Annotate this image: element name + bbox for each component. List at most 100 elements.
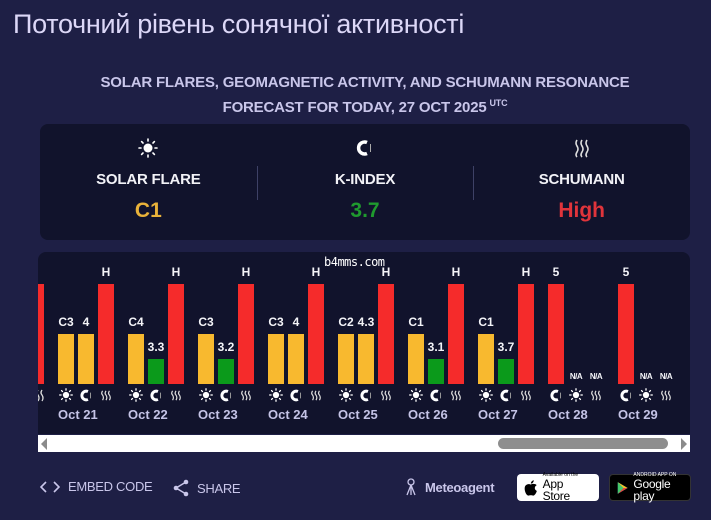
summary-label: SCHUMANN <box>538 171 625 188</box>
day-date-label: Oct 21 <box>58 407 98 422</box>
chart-bar-schumann[interactable] <box>448 284 464 384</box>
subtitle-line-2: FORECAST FOR TODAY, 27 OCT 2025 <box>222 99 487 116</box>
chart-bar-flare[interactable] <box>478 334 494 384</box>
chart-bar-kindex[interactable] <box>358 334 374 384</box>
app-store-badge[interactable]: Available on the App Store <box>517 473 599 502</box>
bar-value-label: C2 <box>338 315 354 329</box>
chart-bar-schumann[interactable] <box>378 284 394 384</box>
sun-icon <box>338 388 354 402</box>
embed-code-button[interactable]: EMBED CODE <box>40 479 153 494</box>
day-date-label: Oct 24 <box>268 407 308 422</box>
bar-value-label: N/A <box>639 372 653 381</box>
sun-icon <box>478 388 494 402</box>
chart-bar-kindex[interactable] <box>428 359 444 384</box>
sun-icon <box>568 388 584 402</box>
bar-value-label: N/A <box>589 372 603 381</box>
bar-value-label: N/A <box>659 372 673 381</box>
summary-schumann: SCHUMANN High <box>473 124 690 240</box>
bar-value-label: 3.1 <box>427 340 445 354</box>
subtitle-line-1: SOLAR FLARES, GEOMAGNETIC ACTIVITY, AND … <box>100 74 630 91</box>
bar-value-label: 3.3 <box>147 340 165 354</box>
bar-value-label: 4.3 <box>357 315 375 329</box>
chart-bar-schumann[interactable] <box>308 284 324 384</box>
forecast-chart[interactable]: C3 4 H Oct 21 C4 3.3 H Oct 22 C3 3.2 H Oct 23 C3 4 H Oc… <box>38 252 690 434</box>
chart-bar-schumann[interactable] <box>168 284 184 384</box>
waves-icon <box>658 388 674 402</box>
summary-label: SOLAR FLARE <box>96 171 201 188</box>
waves-icon <box>588 388 604 402</box>
chart-day-group: C2 4.3 H Oct 25 <box>338 252 408 434</box>
chart-bar-kindex[interactable] <box>218 359 234 384</box>
chart-bar-flare[interactable] <box>128 334 144 384</box>
googleplay-big-text: Google play <box>633 477 671 503</box>
bar-value-label: H <box>311 265 321 279</box>
chart-bar-flare[interactable] <box>268 334 284 384</box>
day-date-label: Oct 27 <box>478 407 518 422</box>
google-play-badge[interactable]: ANDROID APP ON Google play <box>609 472 691 503</box>
chart-day-group: C1 3.1 H Oct 26 <box>408 252 478 434</box>
chart-bar-kindex[interactable] <box>618 284 634 384</box>
bar-value-label: 3.2 <box>217 340 235 354</box>
summary-k-index: K-INDEX 3.7 <box>256 124 474 240</box>
summary-value-flare: C1 <box>134 199 162 222</box>
google-play-icon <box>617 481 628 494</box>
waves-icon <box>98 388 114 402</box>
summary-value-kindex: 3.7 <box>350 199 380 222</box>
magnet-icon <box>428 388 444 402</box>
chart-bar-flare[interactable] <box>198 334 214 384</box>
page-title: Поточний рівень сонячної активності <box>13 9 465 39</box>
waves-icon <box>518 388 534 402</box>
sun-icon <box>408 388 424 402</box>
bar-value-label: C3 <box>198 315 214 329</box>
day-date-label: Oct 23 <box>198 407 238 422</box>
scroll-left-arrow-icon[interactable] <box>41 438 47 450</box>
bar-value-label: 3.7 <box>497 340 515 354</box>
share-button[interactable]: SHARE <box>173 479 241 497</box>
chart-bar-flare[interactable] <box>338 334 354 384</box>
bar-value-label: 5 <box>552 265 560 279</box>
horizontal-scrollbar[interactable] <box>38 435 690 452</box>
chart-bar-schumann[interactable] <box>238 284 254 384</box>
sun-icon <box>268 388 284 402</box>
magnet-icon <box>218 388 234 402</box>
day-date-label: Oct 25 <box>338 407 378 422</box>
waves-icon <box>238 388 254 402</box>
chart-bar-flare[interactable] <box>58 334 74 384</box>
apple-icon <box>524 479 537 496</box>
chart-bar-kindex[interactable] <box>498 359 514 384</box>
sun-icon <box>638 388 654 402</box>
chart-day-group: 5 N/A N/A Oct 28 <box>548 252 618 434</box>
chart-bar-flare[interactable] <box>408 334 424 384</box>
bar-value-label: H <box>171 265 181 279</box>
share-label: SHARE <box>197 480 241 496</box>
scrollbar-thumb[interactable] <box>498 438 668 449</box>
meteoagent-link[interactable]: Meteoagent <box>405 478 495 496</box>
chart-bar-kindex[interactable] <box>288 334 304 384</box>
waves-icon <box>448 388 464 402</box>
googleplay-small-text: ANDROID APP ON <box>633 472 677 478</box>
sun-icon <box>198 388 214 402</box>
chart-day-group: 5 N/A N/A Oct 29 <box>618 252 688 434</box>
chart-bar-schumann[interactable] <box>98 284 114 384</box>
sun-icon <box>128 388 144 402</box>
magnet-icon <box>148 388 164 402</box>
chart-bar-kindex[interactable] <box>148 359 164 384</box>
chart-day-group: C3 4 H Oct 24 <box>268 252 338 434</box>
scroll-right-arrow-icon[interactable] <box>681 438 687 450</box>
subtitle: SOLAR FLARES, GEOMAGNETIC ACTIVITY, AND … <box>40 73 690 118</box>
bar-value-label: H <box>38 265 43 279</box>
bar-value-label: H <box>241 265 251 279</box>
magnet-icon <box>78 388 94 402</box>
bar-value-label: 4 <box>82 315 90 329</box>
day-date-label: Oct 22 <box>128 407 168 422</box>
bar-value-label: C4 <box>128 315 144 329</box>
magnet-icon <box>356 138 374 158</box>
chart-bar-kindex[interactable] <box>548 284 564 384</box>
summary-card: SOLAR FLARE C1 K-INDEX 3.7 SCHUMANN High <box>40 124 690 240</box>
bar-value-label: C3 <box>268 315 284 329</box>
waves-icon <box>574 138 590 158</box>
code-icon <box>40 480 60 493</box>
chart-bar-kindex[interactable] <box>78 334 94 384</box>
chart-bar-schumann[interactable] <box>518 284 534 384</box>
telescope-icon <box>406 478 416 496</box>
